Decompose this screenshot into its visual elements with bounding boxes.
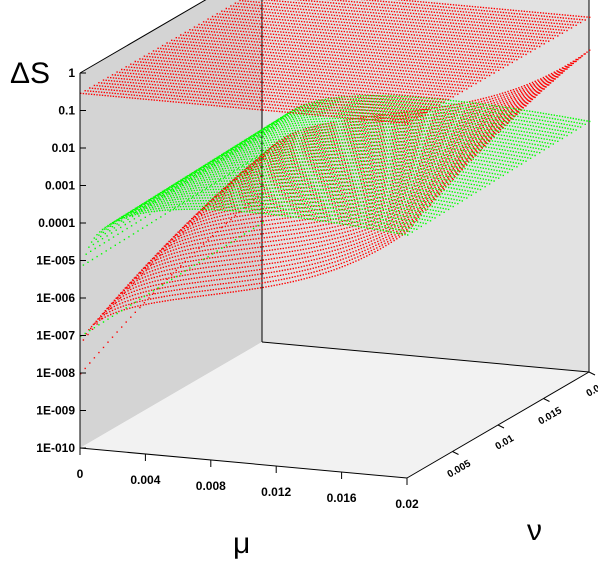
x-tick-label: 0.016 xyxy=(327,491,357,505)
y-axis-title: ν xyxy=(527,514,542,547)
y-tick-label: 0.015 xyxy=(537,405,565,427)
x-axis-line xyxy=(79,447,408,479)
x-axis-title: μ xyxy=(233,527,250,560)
lower-red-surface xyxy=(80,49,591,375)
z-tick-label: 0.01 xyxy=(52,141,76,155)
y-tick-label: 0.02 xyxy=(585,380,598,399)
y-tick xyxy=(497,424,505,429)
left-wall xyxy=(80,0,262,448)
z-tick-label: 1E-006 xyxy=(36,291,75,305)
x-tick-label: 0.012 xyxy=(261,485,291,499)
y-tick xyxy=(543,398,550,402)
z-tick-label: 1E-009 xyxy=(36,404,75,418)
z-axis-title: ΔS xyxy=(10,57,50,90)
y-tick-label: 0.01 xyxy=(494,433,517,452)
y-tick-label: 0.005 xyxy=(446,458,474,480)
x-tick-label: 0 xyxy=(77,467,84,481)
front-axes xyxy=(79,72,596,485)
z-tick-label: 0.1 xyxy=(58,104,75,118)
x-tick-label: 0.004 xyxy=(130,473,160,487)
x-tick-label: 0.008 xyxy=(196,479,226,493)
top-red-surface xyxy=(80,0,591,124)
y-tick xyxy=(588,371,596,376)
z-tick-label: 1E-007 xyxy=(36,329,75,343)
floor xyxy=(80,342,589,478)
z-tick-label: 1E-008 xyxy=(36,366,75,380)
z-tick-label: 1E-010 xyxy=(36,441,75,455)
z-tick-label: 0.0001 xyxy=(38,216,75,230)
z-tick-label: 1E-005 xyxy=(36,254,75,268)
box-edge xyxy=(261,341,590,373)
y-tick xyxy=(452,451,459,455)
green-surface xyxy=(80,95,591,337)
surfaces xyxy=(80,0,591,375)
z-tick-label: 1 xyxy=(68,66,75,80)
z-tick-label: 0.001 xyxy=(45,179,75,193)
box-edge xyxy=(79,0,207,74)
x-tick-label: 0.02 xyxy=(395,497,419,511)
